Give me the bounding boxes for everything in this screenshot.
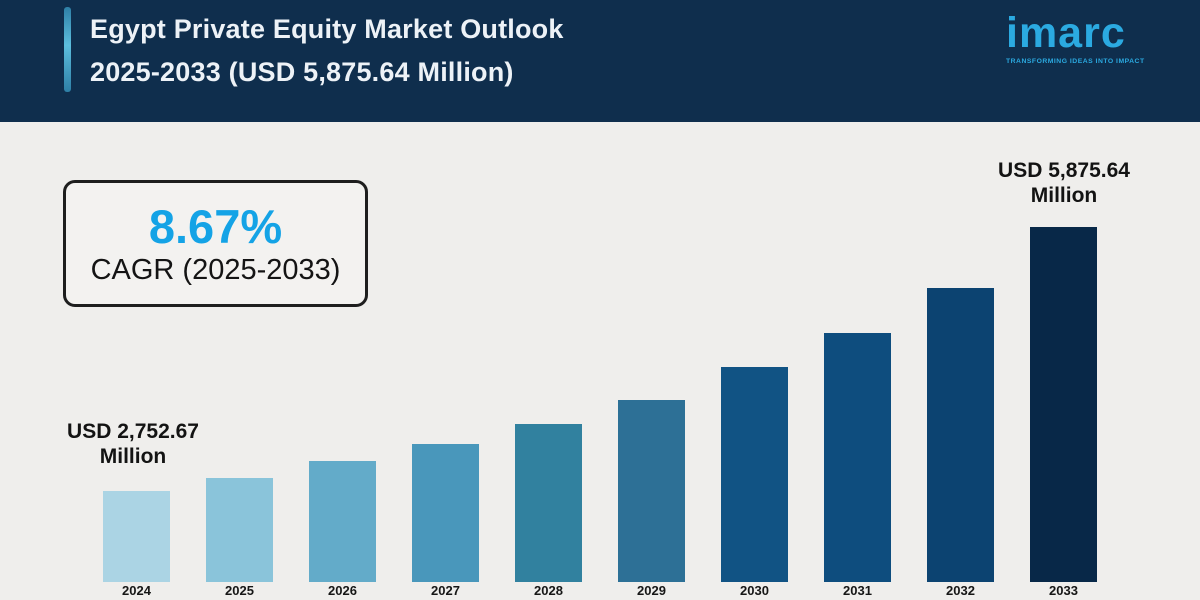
start-value-line1: USD 2,752.67 bbox=[67, 420, 199, 443]
x-axis-label-2024: 2024 bbox=[122, 583, 151, 598]
header-banner: Egypt Private Equity Market Outlook 2025… bbox=[0, 0, 1200, 122]
bar-2031 bbox=[824, 333, 891, 582]
bar-2026 bbox=[309, 461, 376, 582]
bar-2024 bbox=[103, 491, 170, 582]
page-title-line1: Egypt Private Equity Market Outlook bbox=[90, 14, 564, 44]
x-axis-label-2032: 2032 bbox=[946, 583, 975, 598]
x-axis-label-2030: 2030 bbox=[740, 583, 769, 598]
page-title-line2: 2025-2033 (USD 5,875.64 Million) bbox=[90, 57, 514, 87]
bars-row: 2024 2025 2026 2027 2028 2029 2030 2031 2032 2033 bbox=[85, 227, 1115, 600]
imarc-logo-tagline: TRANSFORMING IDEAS INTO IMPACT bbox=[1006, 58, 1145, 65]
imarc-logo: imarc TRANSFORMING IDEAS INTO IMPACT bbox=[1006, 10, 1156, 65]
page-title: Egypt Private Equity Market Outlook 2025… bbox=[90, 8, 564, 94]
start-value-line2: Million bbox=[99, 445, 167, 468]
end-value-annotation: USD 5,875.64 Million bbox=[954, 158, 1174, 208]
bar-slot-2026: 2026 bbox=[291, 227, 394, 600]
imarc-logo-wordmark: imarc bbox=[1006, 9, 1126, 57]
cagr-label: CAGR (2025-2033) bbox=[90, 253, 341, 286]
x-axis-label-2031: 2031 bbox=[843, 583, 872, 598]
bar-slot-2028: 2028 bbox=[497, 227, 600, 600]
bar-slot-2033: 2033 bbox=[1012, 227, 1115, 600]
bar-2025 bbox=[206, 478, 273, 582]
bar-slot-2030: 2030 bbox=[703, 227, 806, 600]
x-axis-label-2028: 2028 bbox=[534, 583, 563, 598]
bar-slot-2027: 2027 bbox=[394, 227, 497, 600]
end-value-line2: Million bbox=[1030, 184, 1098, 207]
bar-slot-2031: 2031 bbox=[806, 227, 909, 600]
x-axis-label-2029: 2029 bbox=[637, 583, 666, 598]
bar-slot-2024: 2024 bbox=[85, 227, 188, 600]
bar-2027 bbox=[412, 444, 479, 582]
start-value-annotation: USD 2,752.67 Million bbox=[23, 419, 243, 469]
bar-2030 bbox=[721, 367, 788, 582]
x-axis-label-2025: 2025 bbox=[225, 583, 254, 598]
bar-slot-2032: 2032 bbox=[909, 227, 1012, 600]
cagr-badge: 8.67% CAGR (2025-2033) bbox=[63, 180, 368, 307]
chart-canvas: 8.67% CAGR (2025-2033) USD 2,752.67 Mill… bbox=[0, 122, 1200, 600]
title-accent-bar bbox=[64, 7, 71, 92]
cagr-value: 8.67% bbox=[148, 199, 283, 253]
end-value-line1: USD 5,875.64 bbox=[998, 159, 1130, 182]
bar-2032 bbox=[927, 288, 994, 582]
bar-2029 bbox=[618, 400, 685, 582]
bar-2033 bbox=[1030, 227, 1097, 582]
x-axis-label-2033: 2033 bbox=[1049, 583, 1078, 598]
bar-slot-2029: 2029 bbox=[600, 227, 703, 600]
x-axis-label-2026: 2026 bbox=[328, 583, 357, 598]
x-axis-label-2027: 2027 bbox=[431, 583, 460, 598]
bar-slot-2025: 2025 bbox=[188, 227, 291, 600]
bar-2028 bbox=[515, 424, 582, 582]
